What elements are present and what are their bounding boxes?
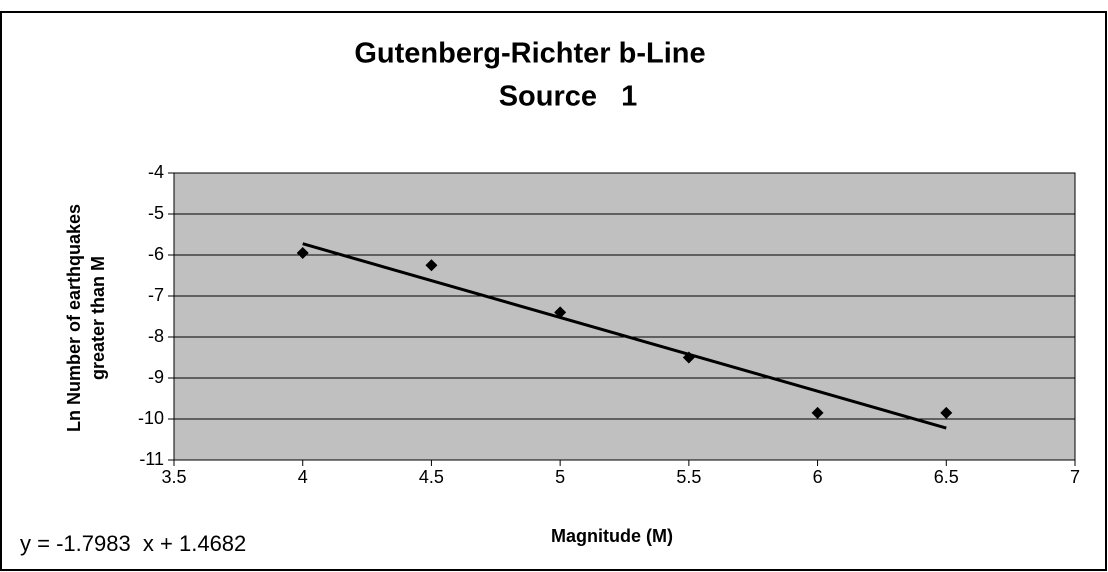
- y-tick-label: -9: [148, 367, 164, 387]
- x-axis-label: Magnitude (M): [551, 526, 673, 546]
- data-point: [425, 259, 438, 272]
- x-tick-label: 5.5: [676, 467, 701, 487]
- plot-area: [173, 172, 1076, 461]
- y-tick-label: -10: [138, 408, 164, 428]
- chart-subtitle: Source 1: [499, 81, 638, 113]
- trendline: [302, 242, 947, 430]
- x-tick-label: 4.5: [419, 467, 444, 487]
- y-tick-label: -8: [148, 326, 164, 346]
- x-tick-label: 7: [1070, 467, 1080, 487]
- chart-title: Gutenberg-Richter b-Line: [354, 38, 705, 70]
- y-axis-label: Ln Number of earthquakes: [64, 204, 84, 432]
- y-tick-label: -6: [148, 244, 164, 264]
- x-tick-label: 3.5: [161, 467, 186, 487]
- data-point: [296, 246, 309, 259]
- y-tick-label: -4: [148, 162, 164, 182]
- data-point: [554, 306, 567, 319]
- y-tick-label: -11: [139, 449, 164, 469]
- x-tick-label: 6: [813, 467, 823, 487]
- y-tick-label: -5: [148, 203, 164, 223]
- x-tick-label: 5: [555, 467, 565, 487]
- data-point: [682, 351, 695, 364]
- y-axis-label: greater than M: [88, 256, 108, 380]
- trendline-equation: y = -1.7983 x + 1.4682: [20, 531, 246, 556]
- x-tick-label: 6.5: [934, 467, 959, 487]
- data-point: [940, 406, 953, 419]
- x-tick-label: 4: [298, 467, 308, 487]
- y-tick-label: -7: [148, 285, 164, 305]
- data-point: [811, 406, 824, 419]
